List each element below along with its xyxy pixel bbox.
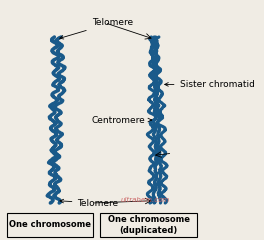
Text: Centromere: Centromere: [92, 115, 152, 125]
Text: Telomere: Telomere: [60, 18, 133, 39]
FancyBboxPatch shape: [100, 212, 197, 237]
Text: Telomere: Telomere: [60, 198, 119, 208]
Text: Sister chromatid: Sister chromatid: [165, 80, 254, 89]
Text: ultrabem.com: ultrabem.com: [120, 197, 169, 203]
Text: One chromosome: One chromosome: [9, 220, 91, 229]
Text: One chromosome
(duplicated): One chromosome (duplicated): [108, 215, 190, 234]
FancyBboxPatch shape: [7, 212, 93, 237]
